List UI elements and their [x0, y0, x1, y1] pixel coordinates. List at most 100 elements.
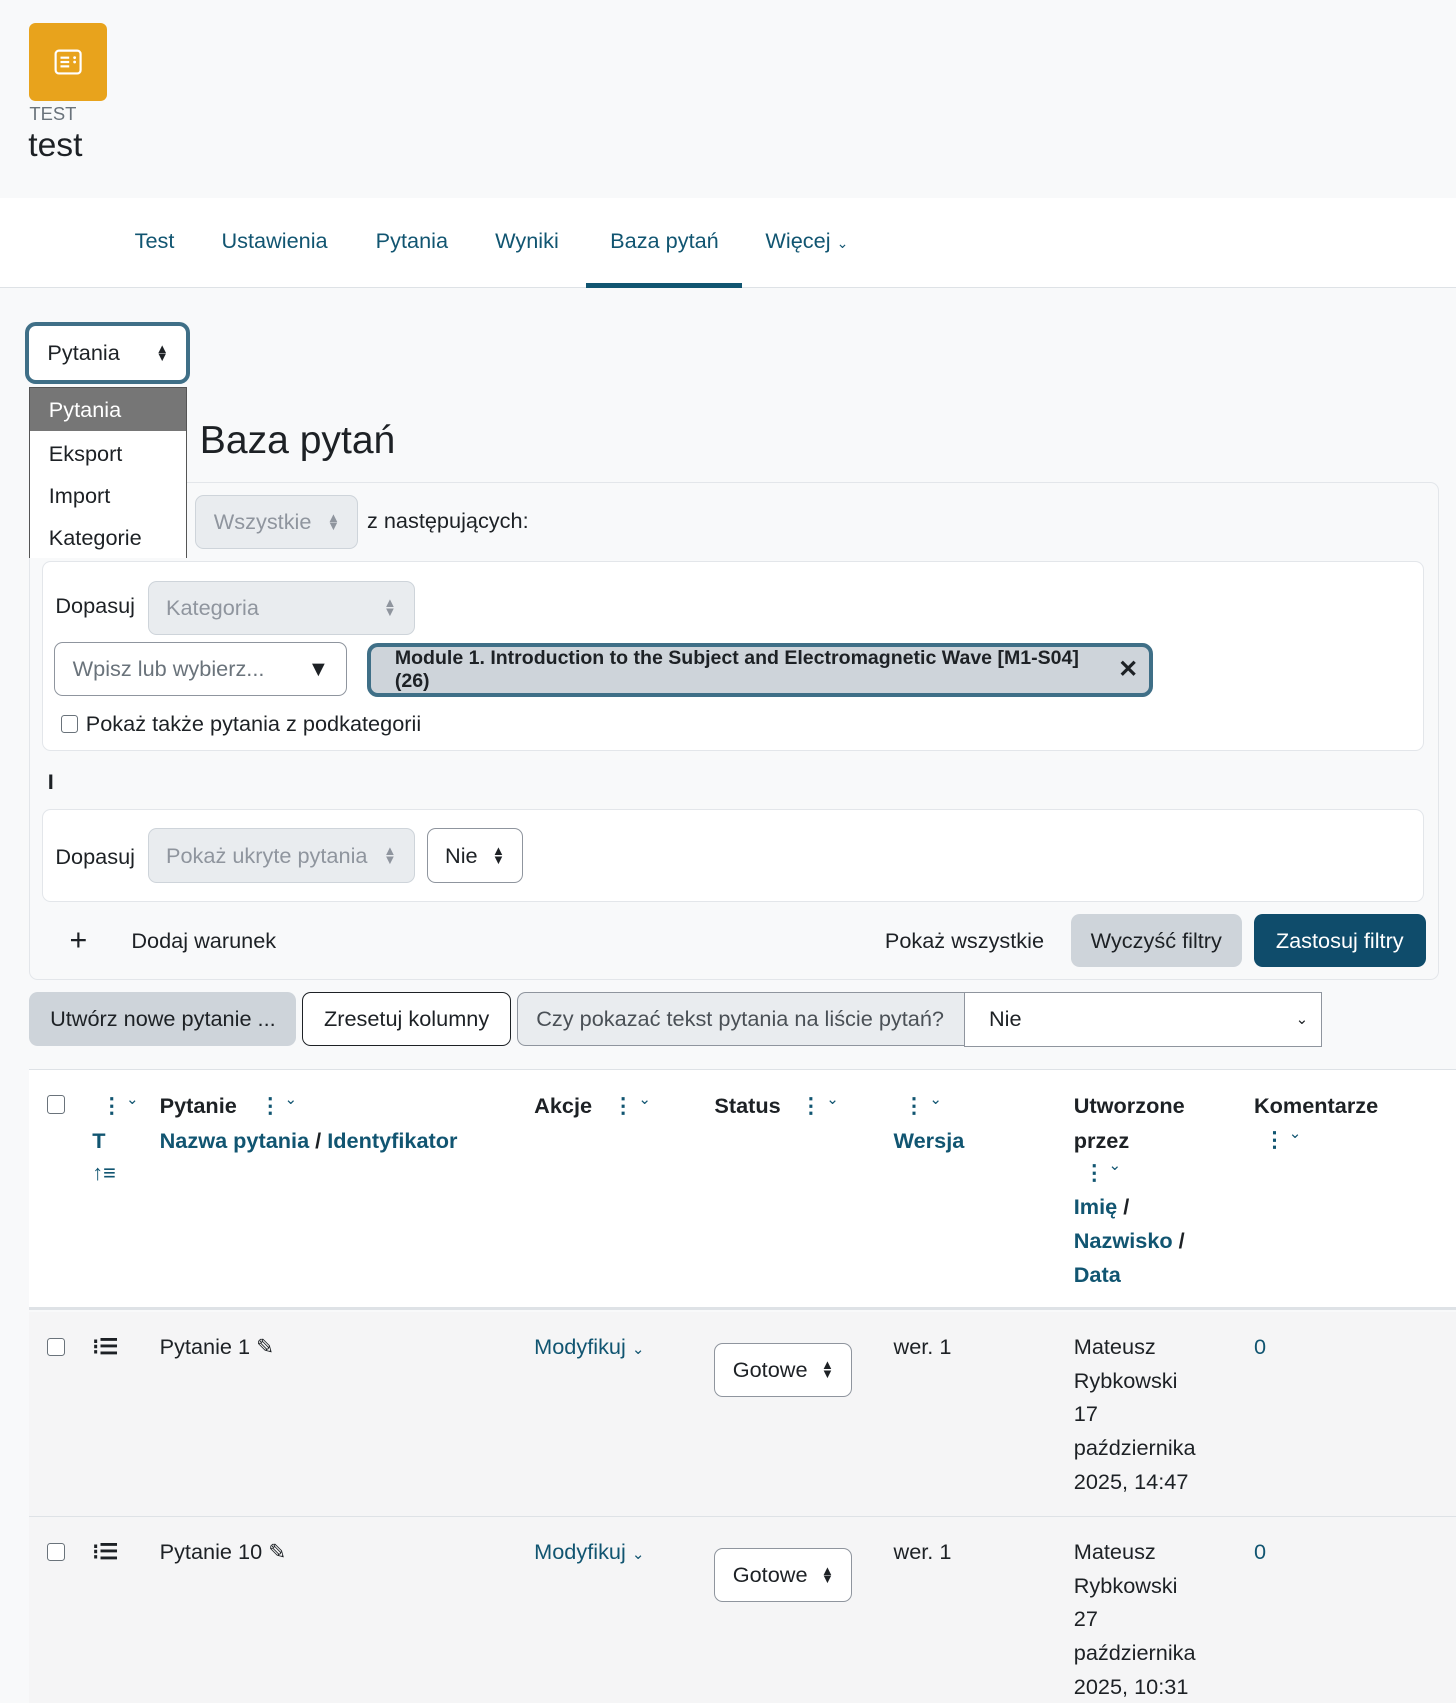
match-all-value: Wszystkie [213, 509, 312, 535]
table-row: ⁝☰ Pytanie 10 ✎ Modyfikuj ⌄ Gotowe ▲ ▼ wer… [29, 1516, 1456, 1703]
category-chip-label: Module 1. Introduction to the Subject an… [394, 646, 1079, 692]
plus-icon[interactable]: + [69, 922, 88, 957]
show-all-button[interactable]: Pokaż wszystkie [884, 928, 1045, 954]
secondary-nav: Test Ustawienia Pytania Wyniki Baza pyta… [0, 197, 1456, 288]
bank-navigation-select[interactable]: Pytania ▲ ▼ [24, 322, 190, 385]
column-question: Pytanie [159, 1093, 237, 1119]
subcategory-checkbox[interactable] [60, 715, 79, 733]
actions-menu[interactable]: Modyfikuj ⌄ [534, 1330, 644, 1367]
kebab-icon[interactable]: ⋮ [259, 1093, 282, 1119]
option-categories[interactable]: Kategorie [48, 525, 142, 551]
show-text-label: Czy pokazać tekst pytania na liście pyta… [516, 992, 966, 1046]
kebab-icon[interactable]: ⋮ [800, 1093, 822, 1119]
show-text-value: Nie [988, 1006, 1022, 1032]
hidden-type-select[interactable]: Pokaż ukryte pytania ▲ ▼ [147, 828, 415, 883]
row-checkbox[interactable] [46, 1542, 66, 1562]
reset-columns-button[interactable]: Zresetuj kolumny [301, 992, 512, 1046]
chevron-down-icon: ⌄ [631, 1340, 645, 1358]
kebab-icon[interactable]: ⋮ [903, 1093, 925, 1119]
match-label: Dopasuj [55, 592, 135, 618]
author-last: Rybkowski [1073, 1572, 1178, 1598]
select-arrows-icon: ▲ ▼ [383, 595, 397, 619]
date3: 2025, 10:31 [1073, 1673, 1189, 1699]
chevron-down-icon[interactable]: ⌄ [826, 1091, 839, 1109]
section-heading: Baza pytań [199, 419, 396, 463]
hidden-value-select[interactable]: Nie ▲ ▼ [426, 828, 524, 883]
select-arrows-icon: ▲ ▼ [492, 842, 505, 867]
match-all-select[interactable]: Wszystkie ▲ ▼ [195, 495, 359, 550]
column-created: Utworzone [1073, 1093, 1185, 1119]
tab-results[interactable]: Wyniki [495, 227, 559, 253]
page-title: test [28, 127, 83, 165]
actions-menu[interactable]: Modyfikuj ⌄ [534, 1535, 644, 1572]
created-by: Mateusz Rybkowski 27 października 2025, 10:3… [1074, 1535, 1196, 1703]
question-type-icon: ⁝☰ [92, 1539, 119, 1565]
option-questions[interactable]: Pytania [30, 387, 186, 431]
category-chip[interactable]: Module 1. Introduction to the Subject an… [366, 642, 1153, 698]
sort-name-link[interactable]: Nazwa pytania [159, 1128, 310, 1154]
option-export[interactable]: Eksport [48, 440, 123, 466]
tab-more[interactable]: Więcej ⌄ [765, 228, 848, 254]
sort-id-link[interactable]: Identyfikator [327, 1128, 458, 1154]
chevron-down-icon: ⌄ [836, 234, 849, 251]
select-arrows-icon: ▲ ▼ [327, 509, 340, 534]
condition-type-value: Kategoria [166, 594, 259, 620]
kebab-icon[interactable]: ⋮ [1263, 1126, 1286, 1152]
status-select[interactable]: Gotowe ▲ ▼ [714, 1343, 853, 1398]
row-checkbox[interactable] [46, 1337, 66, 1357]
tab-settings[interactable]: Ustawienia [221, 227, 328, 253]
category-input-placeholder: Wpisz lub wybierz... [72, 655, 265, 681]
sort-ascending-icon[interactable]: ↑≡ [92, 1159, 116, 1185]
author-last: Rybkowski [1073, 1367, 1178, 1393]
chevron-down-icon: ⌄ [631, 1546, 645, 1564]
select-arrows-icon: ▲ ▼ [155, 340, 169, 365]
status-value: Gotowe [732, 1357, 808, 1383]
chevron-down-icon[interactable]: ⌄ [125, 1091, 139, 1109]
kebab-icon[interactable]: ⋮ [100, 1093, 123, 1119]
comments-link[interactable]: 0 [1253, 1539, 1267, 1565]
category-input[interactable]: Wpisz lub wybierz... ▼ [54, 641, 348, 696]
version: wer. 1 [893, 1539, 952, 1565]
bank-navigation-dropdown: Pytania Eksport Import Kategorie [29, 386, 187, 559]
condition-type-select[interactable]: Kategoria ▲ ▼ [147, 580, 415, 636]
date2: października [1073, 1640, 1196, 1666]
sort-date-link[interactable]: Data [1073, 1261, 1121, 1287]
apply-filters-button[interactable]: Zastosuj filtry [1253, 914, 1426, 968]
chevron-down-icon[interactable]: ⌄ [1288, 1124, 1302, 1142]
sort-version-link[interactable]: Wersja [893, 1128, 965, 1154]
add-condition-button[interactable]: Dodaj warunek [131, 928, 277, 954]
sort-firstname-link[interactable]: Imię [1073, 1194, 1118, 1220]
chevron-down-icon[interactable]: ⌄ [284, 1091, 298, 1109]
match-all-suffix: z następujących: [366, 508, 529, 534]
chevron-down-icon[interactable]: ⌄ [1108, 1157, 1122, 1175]
status-select[interactable]: Gotowe ▲ ▼ [714, 1548, 853, 1603]
show-text-select[interactable]: Nie ⌄ [964, 992, 1323, 1047]
date2: października [1073, 1434, 1196, 1460]
tab-question-bank[interactable]: Baza pytań [610, 227, 719, 253]
tab-test[interactable]: Test [134, 227, 175, 253]
date1: 27 [1073, 1606, 1098, 1632]
clear-filters-button[interactable]: Wyczyść filtry [1070, 914, 1243, 968]
comments-link[interactable]: 0 [1253, 1333, 1267, 1359]
chevron-down-icon: ⌄ [1295, 1011, 1309, 1029]
hidden-type-value: Pokaż ukryte pytania [166, 842, 368, 868]
close-icon[interactable]: ✕ [1118, 656, 1139, 684]
option-import[interactable]: Import [48, 483, 111, 509]
status-value: Gotowe [732, 1562, 808, 1588]
edit-pencil-icon[interactable]: ✎ [256, 1333, 275, 1359]
chevron-down-icon[interactable]: ⌄ [638, 1091, 652, 1109]
kebab-icon[interactable]: ⋮ [612, 1093, 635, 1119]
joiner-label: I [47, 768, 54, 794]
question-type-icon: ⁝☰ [92, 1333, 119, 1359]
subcategory-option[interactable]: Pokaż także pytania z podkategorii [60, 711, 421, 737]
tab-questions[interactable]: Pytania [375, 227, 449, 253]
edit-pencil-icon[interactable]: ✎ [268, 1539, 287, 1565]
create-question-button[interactable]: Utwórz nowe pytanie ... [29, 992, 297, 1046]
kebab-icon[interactable]: ⋮ [1083, 1159, 1106, 1185]
select-all-checkbox[interactable] [46, 1095, 66, 1114]
sort-type-link[interactable]: T [92, 1128, 106, 1154]
sort-lastname-link[interactable]: Nazwisko [1073, 1227, 1173, 1253]
date3: 2025, 14:47 [1073, 1468, 1189, 1494]
chevron-down-icon[interactable]: ⌄ [929, 1091, 943, 1109]
column-actions: Akcje [534, 1093, 593, 1119]
